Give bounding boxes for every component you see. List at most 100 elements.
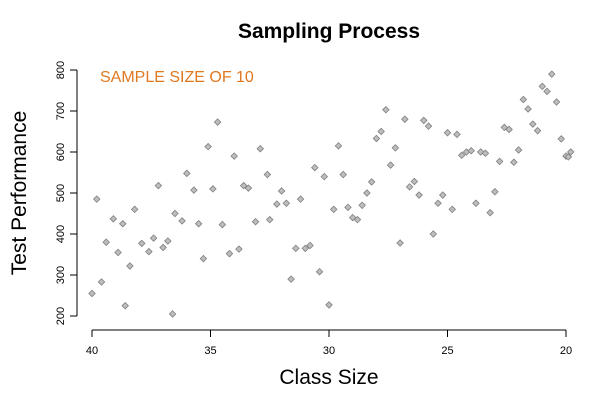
data-point <box>481 149 490 157</box>
data-point <box>119 219 127 228</box>
data-point <box>230 152 238 160</box>
data-point <box>178 217 186 225</box>
data-point <box>282 199 291 208</box>
data-point <box>564 153 573 161</box>
data-point <box>183 169 191 178</box>
y-tick-label: 300 <box>55 266 67 284</box>
data-point <box>552 98 561 106</box>
data-point <box>391 144 400 152</box>
data-point <box>263 170 272 179</box>
data-point <box>138 239 146 248</box>
data-point <box>213 118 222 126</box>
data-point <box>235 245 243 253</box>
data-point <box>256 144 265 153</box>
data-point <box>538 82 547 91</box>
x-axis: 40 35 30 25 20 <box>86 329 572 357</box>
data-point <box>353 215 362 224</box>
data-point <box>121 301 129 310</box>
data-point <box>415 191 423 199</box>
data-point <box>325 301 333 309</box>
data-point <box>443 128 452 137</box>
data-point <box>396 239 404 247</box>
y-tick-label: 400 <box>55 225 67 243</box>
data-point <box>92 195 101 203</box>
data-point <box>301 244 310 253</box>
data-point <box>505 125 513 134</box>
data-point <box>566 148 575 156</box>
data-point <box>548 70 556 78</box>
data-point <box>329 205 338 214</box>
data-point <box>287 275 295 283</box>
data-point <box>424 122 433 130</box>
data-point <box>377 127 385 136</box>
data-point <box>320 172 329 181</box>
data-point <box>102 238 110 246</box>
data-point <box>164 237 172 245</box>
x-axis-title: Class Size <box>279 366 378 389</box>
data-point <box>367 178 376 186</box>
y-tick-label: 800 <box>55 61 67 79</box>
y-axis-ticks: 200 300 400 500 600 700 800 <box>55 61 77 325</box>
data-point <box>467 147 475 155</box>
x-tick-label: 35 <box>204 345 216 357</box>
data-point <box>109 215 118 223</box>
data-point <box>457 151 466 160</box>
y-axis-title: Test Performance <box>8 111 31 276</box>
data-point <box>209 185 217 193</box>
data-point <box>344 203 352 212</box>
data-point <box>277 187 286 195</box>
data-point <box>372 134 381 143</box>
x-axis-ticks: 40 35 30 25 20 <box>86 330 572 357</box>
data-point <box>420 116 428 125</box>
data-point <box>244 184 253 192</box>
data-point <box>265 215 274 224</box>
data-point <box>273 200 281 208</box>
x-tick-label: 25 <box>441 345 453 357</box>
y-tick-label: 200 <box>55 307 67 325</box>
x-tick-label: 40 <box>86 345 98 357</box>
data-points <box>88 70 575 318</box>
data-point <box>448 205 457 214</box>
data-point <box>218 220 227 229</box>
data-point <box>292 244 300 253</box>
data-point <box>486 208 494 217</box>
data-point <box>410 177 419 186</box>
y-axis: 200 300 400 500 600 700 800 <box>55 61 78 325</box>
data-point <box>149 234 158 242</box>
data-point <box>429 230 438 238</box>
data-point <box>251 217 260 226</box>
data-point <box>514 146 523 154</box>
data-point <box>453 130 461 139</box>
data-point <box>334 142 343 150</box>
data-point <box>382 106 390 114</box>
data-point <box>199 254 208 263</box>
x-tick-label: 30 <box>323 345 335 357</box>
data-point <box>438 191 447 199</box>
data-point <box>557 135 566 143</box>
data-point <box>225 249 234 258</box>
data-point <box>495 157 504 166</box>
data-point <box>339 170 347 179</box>
y-tick-label: 500 <box>55 184 67 202</box>
data-point <box>296 195 305 203</box>
data-point <box>472 199 480 208</box>
data-point <box>358 201 366 210</box>
data-point <box>204 142 212 151</box>
data-point <box>529 120 537 128</box>
data-point <box>126 262 134 270</box>
x-tick-label: 20 <box>560 345 572 357</box>
chart-title: Sampling Process <box>238 20 420 43</box>
y-tick-label: 700 <box>55 102 67 120</box>
data-point <box>190 186 198 194</box>
data-point <box>363 189 371 197</box>
data-point <box>476 148 485 156</box>
sample-size-annotation: SAMPLE SIZE OF 10 <box>100 69 254 86</box>
data-point <box>145 247 153 256</box>
data-point <box>315 267 324 276</box>
data-point <box>171 209 179 218</box>
data-point <box>510 158 518 167</box>
data-point <box>519 95 528 104</box>
data-point <box>168 310 177 318</box>
data-point <box>533 126 542 135</box>
